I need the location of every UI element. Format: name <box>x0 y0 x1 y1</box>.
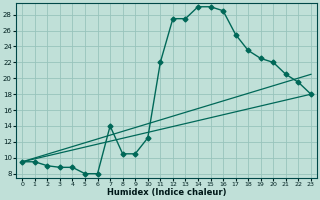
X-axis label: Humidex (Indice chaleur): Humidex (Indice chaleur) <box>107 188 226 197</box>
